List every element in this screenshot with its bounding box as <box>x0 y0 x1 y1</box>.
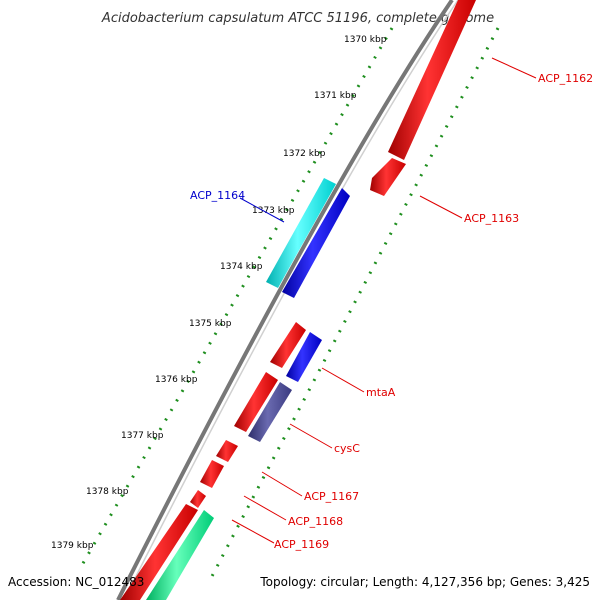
feature-acp-1167[interactable] <box>200 460 224 488</box>
accession-text: Accession: NC_012483 <box>8 575 144 589</box>
feature-blue-long[interactable] <box>282 188 350 298</box>
feature-acp-1164[interactable] <box>266 178 336 288</box>
leader-line <box>491 57 537 79</box>
feature-acp-1162[interactable] <box>388 0 476 160</box>
backbone-inner <box>123 0 459 600</box>
tick-label: 1378 kbp <box>86 487 129 497</box>
leader-line <box>243 495 287 521</box>
tick-labels: 1370 kbp 1371 kbp 1372 kbp 1373 kbp 1374… <box>51 35 387 551</box>
topology-summary: Topology: circular; Length: 4,127,356 bp… <box>259 575 590 589</box>
gene-label-acp-1162[interactable]: ACP_1162 <box>538 72 593 85</box>
outer-tick-track <box>80 27 394 566</box>
feature-red-upper[interactable] <box>270 322 306 368</box>
gene-label-acp-1164[interactable]: ACP_1164 <box>190 189 245 202</box>
tick-label: 1372 kbp <box>283 149 326 159</box>
tick-label: 1379 kbp <box>51 541 94 551</box>
inner-tick-track <box>208 27 500 581</box>
backbone-outer <box>116 0 454 600</box>
feature-cysc[interactable] <box>248 382 292 442</box>
gene-label-mtaa[interactable]: mtaA <box>366 386 396 399</box>
leader-lines <box>231 57 537 544</box>
tick-label: 1373 kbp <box>252 206 295 216</box>
feature-green-lower[interactable] <box>146 510 214 600</box>
tick-label: 1374 kbp <box>220 262 263 272</box>
leader-line <box>321 367 365 393</box>
gene-label-acp-1167[interactable]: ACP_1167 <box>304 490 359 503</box>
leader-line <box>239 197 285 223</box>
map-title: Acidobacterium capsulatum ATCC 51196, co… <box>101 11 494 26</box>
leader-line <box>231 519 275 544</box>
leader-line <box>261 471 303 497</box>
feature-red-small-1[interactable] <box>216 440 238 462</box>
tick-label: 1376 kbp <box>155 375 198 385</box>
feature-mtaa[interactable] <box>286 332 322 382</box>
gene-label-acp-1169[interactable]: ACP_1169 <box>274 538 329 551</box>
leader-line <box>289 423 333 449</box>
features <box>120 0 476 600</box>
gene-label-acp-1168[interactable]: ACP_1168 <box>288 515 343 528</box>
leader-line <box>419 195 463 219</box>
tick-label: 1377 kbp <box>121 431 164 441</box>
feature-acp-1163[interactable] <box>370 158 406 196</box>
tick-label: 1375 kbp <box>189 319 232 329</box>
feature-red-mid[interactable] <box>234 372 278 432</box>
feature-acp-1168[interactable] <box>190 490 206 508</box>
tick-label: 1370 kbp <box>344 35 387 45</box>
gene-labels: ACP_1162 ACP_1163 ACP_1164 mtaA cysC ACP… <box>190 72 593 551</box>
tick-label: 1371 kbp <box>314 91 357 101</box>
gene-label-acp-1163[interactable]: ACP_1163 <box>464 212 519 225</box>
feature-acp-1169[interactable] <box>120 504 198 600</box>
gene-label-cysc[interactable]: cysC <box>334 442 360 455</box>
